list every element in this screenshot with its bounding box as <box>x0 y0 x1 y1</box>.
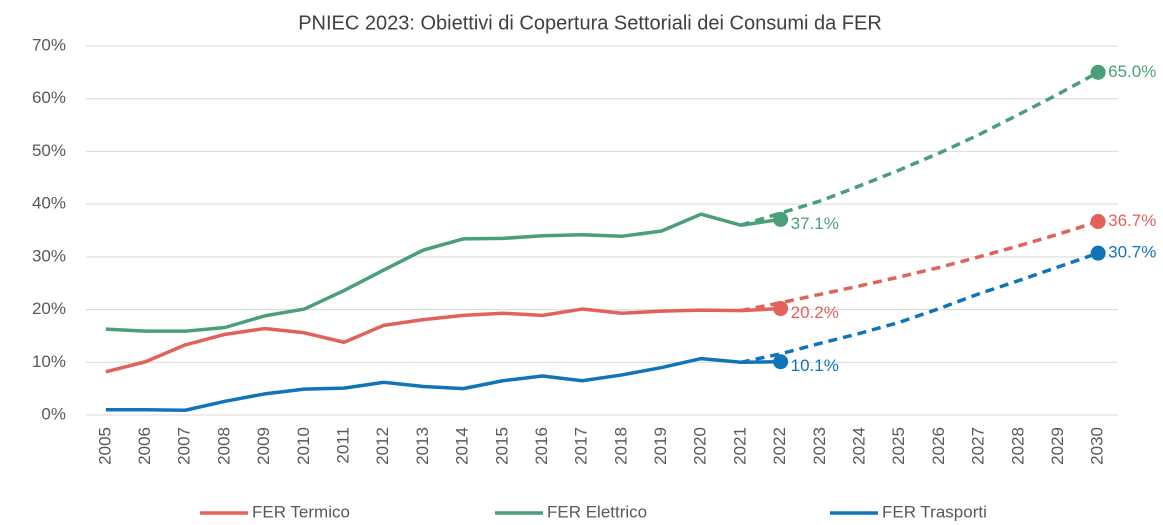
x-tick-label: 2019 <box>651 427 670 465</box>
x-tick-label: 2029 <box>1048 427 1067 465</box>
x-tick-label: 2008 <box>214 427 233 465</box>
series-line <box>105 356 781 413</box>
x-tick-label: 2006 <box>135 427 154 465</box>
point-marker <box>773 301 789 317</box>
x-tick-label: 2007 <box>175 427 194 465</box>
data-label: 30.7% <box>1108 243 1156 262</box>
legend-label: FER Termico <box>252 502 350 521</box>
x-tick-label: 2009 <box>254 427 273 465</box>
projection-line <box>740 70 1099 227</box>
x-tick-label: 2028 <box>1008 427 1027 465</box>
point-marker <box>773 354 789 370</box>
x-tick-label: 2013 <box>413 427 432 465</box>
x-tick-label: 2023 <box>810 427 829 465</box>
series-line <box>105 306 781 374</box>
x-tick-label: 2011 <box>333 427 352 464</box>
x-tick-label: 2016 <box>532 427 551 465</box>
data-label: 10.1% <box>791 356 839 375</box>
legend-label: FER Elettrico <box>547 502 647 521</box>
point-marker <box>1090 64 1106 80</box>
series-line <box>105 212 781 333</box>
x-tick-label: 2024 <box>849 427 868 465</box>
data-label: 37.1% <box>791 214 839 233</box>
chart-title: PNIEC 2023: Obiettivi di Copertura Setto… <box>298 12 882 34</box>
x-tick-label: 2030 <box>1088 427 1107 465</box>
x-tick-label: 2017 <box>572 427 591 465</box>
point-marker <box>1090 214 1106 230</box>
x-tick-label: 2021 <box>730 427 749 465</box>
point-marker <box>773 211 789 227</box>
data-label: 20.2% <box>791 303 839 322</box>
x-tick-label: 2010 <box>294 427 313 465</box>
y-tick-label: 60% <box>32 88 66 107</box>
x-tick-label: 2015 <box>492 427 511 465</box>
x-tick-label: 2027 <box>969 427 988 465</box>
point-marker <box>1090 245 1106 261</box>
x-tick-label: 2022 <box>770 427 789 465</box>
y-tick-label: 30% <box>32 246 66 265</box>
x-tick-label: 2005 <box>95 427 114 465</box>
legend-label: FER Trasporti <box>882 502 987 521</box>
y-tick-label: 70% <box>32 35 66 54</box>
projection-line <box>740 219 1099 313</box>
y-tick-label: 20% <box>32 299 66 318</box>
x-tick-label: 2018 <box>611 427 630 465</box>
x-tick-label: 2025 <box>889 427 908 465</box>
projection-line <box>740 251 1099 364</box>
x-tick-label: 2014 <box>453 427 472 465</box>
y-tick-label: 50% <box>32 141 66 160</box>
x-tick-label: 2026 <box>929 427 948 465</box>
y-tick-label: 10% <box>32 352 66 371</box>
y-tick-label: 0% <box>41 404 66 423</box>
x-tick-label: 2012 <box>373 427 392 465</box>
y-tick-label: 40% <box>32 194 66 213</box>
data-label: 65.0% <box>1108 62 1156 81</box>
x-tick-label: 2020 <box>691 427 710 465</box>
data-label: 36.7% <box>1108 211 1156 230</box>
